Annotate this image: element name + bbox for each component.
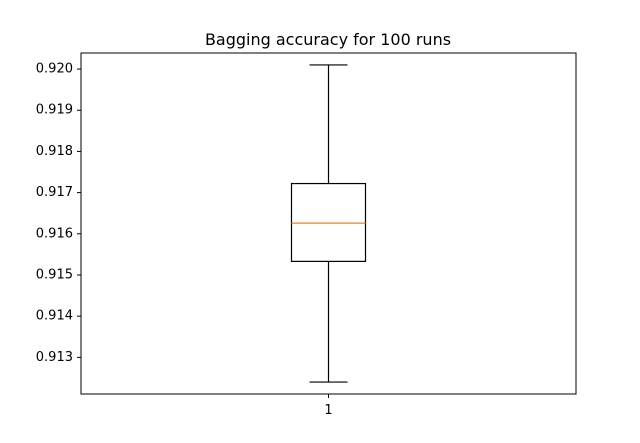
y-tick-label: 0.915 [36,267,73,282]
x-axis-ticks: 1 [324,394,333,418]
box-plot-series [290,64,367,383]
y-axis-ticks: 0.913 0.914 0.915 0.916 0.917 0.918 0.919 0.920 [36,62,81,365]
y-tick-label: 0.918 [36,144,73,159]
x-tick-label: 1 [324,403,332,418]
y-tick-label: 0.914 [36,309,73,324]
y-tick-label: 0.913 [36,350,73,365]
interquartile-box [290,182,367,262]
chart-title: Bagging accuracy for 100 runs [205,30,451,49]
y-tick-label: 0.916 [36,226,73,241]
y-tick-label: 0.917 [36,185,73,200]
y-tick-label: 0.920 [36,62,73,77]
plot-area-frame [80,52,577,395]
y-tick-label: 0.919 [36,103,73,118]
